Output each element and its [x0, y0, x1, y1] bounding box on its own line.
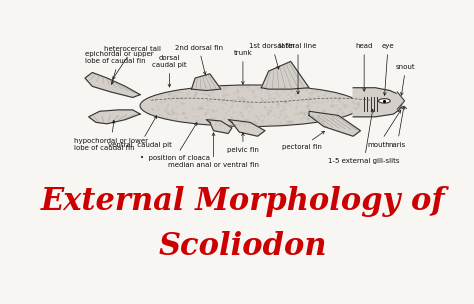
Text: heterocercal tail: heterocercal tail — [104, 46, 161, 79]
Polygon shape — [397, 92, 405, 109]
Text: pectoral fin: pectoral fin — [282, 131, 325, 150]
Text: External Morphology of: External Morphology of — [41, 186, 445, 217]
Text: trunk: trunk — [234, 50, 252, 84]
Text: Scoliodon: Scoliodon — [159, 231, 327, 262]
Text: 1-5 external gill-slits: 1-5 external gill-slits — [328, 109, 400, 164]
Text: naris: naris — [389, 106, 406, 147]
Text: 2nd dorsal fin: 2nd dorsal fin — [175, 45, 223, 74]
Text: pelvic fin: pelvic fin — [227, 133, 259, 153]
Text: ventral  caudal pit: ventral caudal pit — [108, 116, 172, 147]
Polygon shape — [206, 119, 232, 133]
Polygon shape — [191, 74, 221, 91]
Text: dorsal
caudal pit: dorsal caudal pit — [152, 55, 187, 87]
Circle shape — [378, 99, 390, 103]
Ellipse shape — [140, 85, 361, 126]
Text: •  position of cloaca: • position of cloaca — [140, 123, 210, 161]
Text: snout: snout — [396, 64, 416, 95]
Text: epichordal or upper
lobe of caudal fin: epichordal or upper lobe of caudal fin — [85, 51, 154, 84]
Text: mouth: mouth — [367, 110, 401, 147]
Text: hypochordal or lower
lobe of caudal fin: hypochordal or lower lobe of caudal fin — [74, 120, 148, 150]
Polygon shape — [309, 111, 360, 136]
Polygon shape — [89, 110, 140, 124]
Polygon shape — [261, 61, 309, 89]
Text: eye: eye — [382, 43, 394, 95]
Text: median anal or ventral fin: median anal or ventral fin — [168, 133, 259, 168]
Polygon shape — [85, 72, 140, 98]
Text: 1st dorsal fin: 1st dorsal fin — [249, 43, 295, 69]
Text: lateral line: lateral line — [279, 43, 317, 94]
Polygon shape — [353, 88, 403, 117]
Text: head: head — [356, 43, 373, 91]
Polygon shape — [228, 119, 265, 136]
